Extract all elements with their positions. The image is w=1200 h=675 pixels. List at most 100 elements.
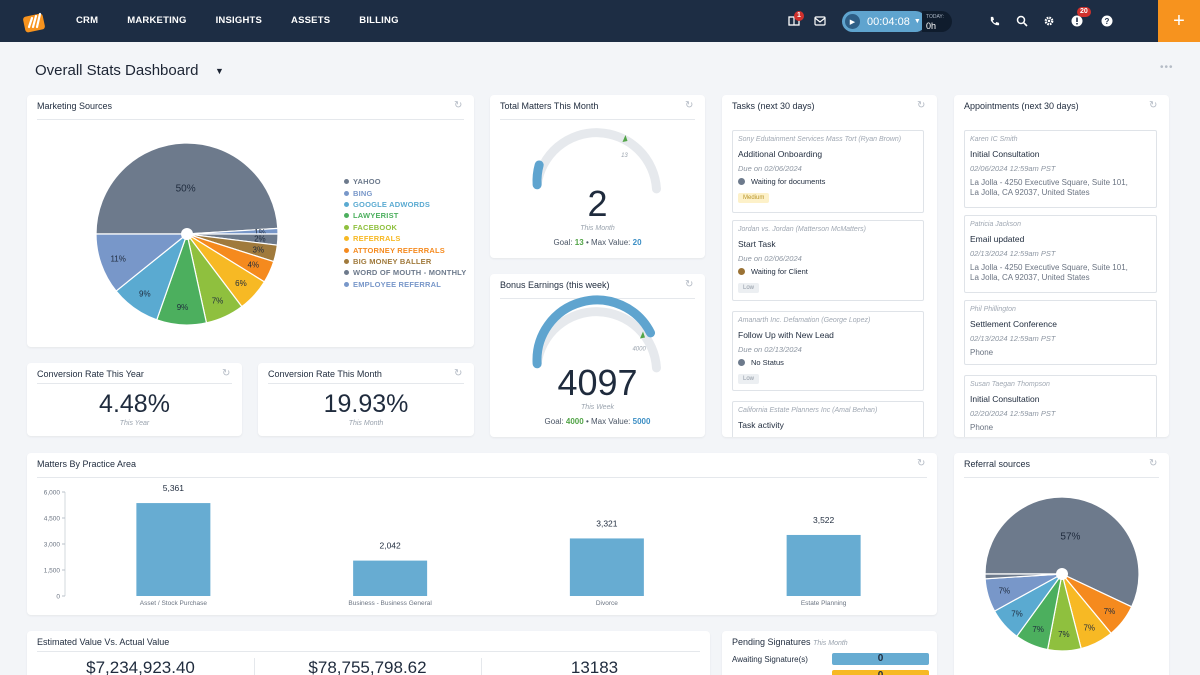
legend-item[interactable]: WORD OF MOUTH - MONTHLY [344,267,466,278]
appointment-title[interactable]: Settlement Conference [970,319,1057,329]
legend-item[interactable]: ATTORNEY REFERRALS [344,244,466,255]
refresh-icon[interactable]: ↻ [685,100,694,111]
divider [268,383,464,384]
appointment-item[interactable]: Patricia Jackson Email updated 02/13/202… [964,215,1157,293]
marketing-legend: YAHOO BING GOOGLE ADWORDS LAWYERIST FACEBOOK… [344,176,466,290]
task-item[interactable]: California Estate Planners Inc (Amal Ber… [732,401,924,437]
task-item[interactable]: Jordan vs. Jordan (Matterson McMatters) … [732,220,924,301]
help-icon[interactable]: ? [1099,13,1115,29]
refresh-icon[interactable]: ↻ [685,279,694,290]
task-status: Waiting for documents [738,177,923,186]
pie-slice[interactable] [984,573,1063,580]
legend-item[interactable]: EMPLOYEE REFERRAL [344,279,466,290]
legend-item[interactable]: REFERRALS [344,233,466,244]
refresh-icon[interactable]: ↻ [1149,458,1158,469]
pie-label: 50% [176,184,196,195]
y-tick-label: 3,000 [44,542,61,549]
alert-icon[interactable] [1069,13,1085,29]
divider [37,119,464,120]
estimated-value-card: Estimated Value Vs. Actual Value $7,234,… [27,631,710,675]
legend-item[interactable]: FACEBOOK [344,222,466,233]
legend-item[interactable]: YAHOO [344,176,466,187]
pending-signatures-card: Pending Signatures This Month Awaiting S… [722,631,937,675]
marketing-pie-chart: 50% 1%2% 3% 4%6% 7% 9% 9% 11% [95,142,279,326]
appointment-item[interactable]: Karen IC Smith Initial Consultation 02/0… [964,130,1157,208]
location-line: La Jolla - 4250 Executive Square, Suite … [970,178,1128,187]
appointment-location: Phone [970,423,994,432]
nav-billing[interactable]: BILLING [359,15,399,26]
play-icon[interactable]: ▶ [845,14,860,29]
mail-icon[interactable] [812,13,828,29]
conversion-year-period: This Year [119,420,150,427]
nav-marketing[interactable]: MARKETING [127,15,187,26]
bar[interactable] [353,560,428,596]
chevron-down-icon[interactable]: ▼ [215,66,224,76]
refresh-icon[interactable]: ↻ [454,100,463,111]
x-tick-label: Asset / Stock Purchase [140,600,208,607]
legend-item[interactable]: GOOGLE ADWORDS [344,199,466,210]
bar[interactable] [136,503,211,596]
status-dot-icon [738,178,745,185]
search-icon[interactable] [1014,13,1030,29]
legend-label: GOOGLE ADWORDS [353,199,431,209]
refresh-icon[interactable]: ↻ [454,368,463,379]
appointment-item[interactable]: Phil Phillington Settlement Conference 0… [964,300,1157,365]
bar[interactable] [786,534,861,596]
bonus-period: This Week [581,404,614,411]
app-logo[interactable] [22,9,46,33]
bar-value-label: 2,042 [379,541,401,551]
pie-slice[interactable] [95,142,279,235]
gauge-track [532,128,661,194]
legend-item[interactable]: LAWYERIST [344,210,466,221]
pie-slice[interactable] [984,496,1140,608]
signature-row[interactable]: Awaiting Signature(s) 0 [732,653,929,666]
signature-row[interactable]: 0 [732,670,929,675]
divider [37,477,927,478]
appointment-time: 02/06/2024 12:59am PST [970,164,1056,173]
bar[interactable] [569,538,644,596]
pie-label: 7% [1083,623,1095,632]
task-due: Due on 02/06/2024 [738,254,802,263]
add-new-button[interactable]: + [1158,0,1200,42]
pie-label: 7% [1032,625,1044,634]
more-options-icon[interactable]: ••• [1160,62,1174,73]
pie-slice[interactable] [95,233,189,292]
legend-label: ATTORNEY REFERRALS [353,245,445,255]
legend-item[interactable]: BING [344,187,466,198]
inbox-badge: 1 [794,11,804,21]
appointment-item[interactable]: Susan Taegan Thompson Initial Consultati… [964,375,1157,437]
appointment-location: La Jolla - 4250 Executive Square, Suite … [970,263,1156,283]
appointments-card: Appointments (next 30 days) ↻ Karen IC S… [954,95,1169,437]
nav-crm[interactable]: CRM [76,15,99,26]
legend-item[interactable]: BIG MONEY BALLER [344,256,466,267]
nav-insights[interactable]: INSIGHTS [215,15,263,26]
chevron-down-icon[interactable]: ▼ [913,18,921,25]
legend-dot-icon [344,270,349,276]
task-title[interactable]: Task activity [738,420,784,430]
refresh-icon[interactable]: ↻ [1149,100,1158,111]
task-item[interactable]: Sony Edutainment Services Mass Tort (Rya… [732,130,924,213]
phone-icon[interactable] [986,13,1002,29]
today-value: 0h [926,21,937,31]
status-text: No Status [751,358,784,367]
refresh-icon[interactable]: ↻ [917,458,926,469]
conversion-year-card: Conversion Rate This Year ↻ 4.48% This Y… [27,363,242,436]
gear-icon[interactable] [1041,13,1057,29]
refresh-icon[interactable]: ↻ [917,100,926,111]
refresh-icon[interactable]: ↻ [222,368,231,379]
task-title[interactable]: Additional Onboarding [738,149,823,159]
pie-label: 4% [248,261,260,270]
pie-label: 7% [1104,607,1116,616]
y-tick-label: 1,500 [44,568,61,575]
time-tracker[interactable]: ▶ 00:04:08 ▼ [842,11,926,32]
appointment-title[interactable]: Initial Consultation [970,394,1040,404]
appointment-title[interactable]: Email updated [970,234,1025,244]
task-due: Due on 02/13/2024 [738,345,802,354]
max-value: 5000 [632,417,651,426]
appointment-title[interactable]: Initial Consultation [970,149,1040,159]
nav-assets[interactable]: ASSETS [291,15,331,26]
max-label: Max Value: [590,238,631,247]
task-title[interactable]: Start Task [738,239,776,249]
task-title[interactable]: Follow Up with New Lead [738,330,834,340]
task-item[interactable]: Amanarth Inc. Defamation (George Lopez) … [732,311,924,391]
